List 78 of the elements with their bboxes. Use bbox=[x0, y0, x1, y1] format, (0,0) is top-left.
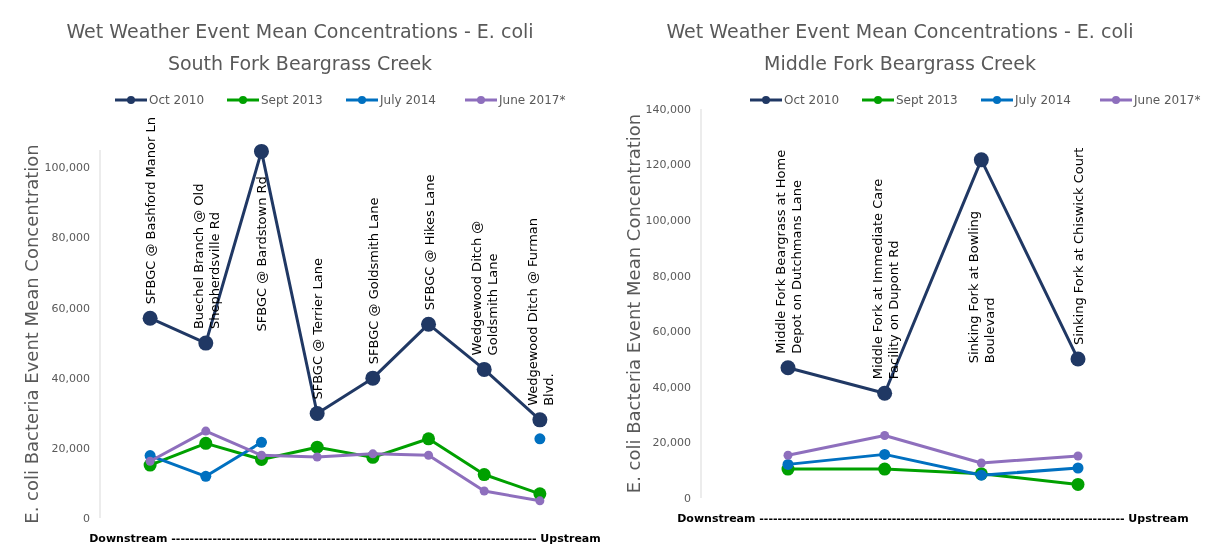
y-tick-label: 20,000 bbox=[51, 441, 90, 455]
point bbox=[198, 335, 214, 351]
point bbox=[422, 432, 436, 446]
chart-title: Wet Weather Event Mean Concentrations - E. coli bbox=[666, 20, 1134, 42]
y-axis-title: E. coli Bacteria Event Mean Concentration bbox=[623, 113, 644, 494]
point bbox=[421, 316, 437, 332]
y-tick-label: 140,000 bbox=[645, 102, 691, 116]
chart-subtitle: South Fork Beargrass Creek bbox=[167, 52, 433, 74]
point bbox=[878, 462, 892, 476]
point bbox=[780, 360, 796, 376]
x-tick-label: Wedgewood Ditch @ Goldsmith Lane bbox=[469, 220, 501, 356]
point bbox=[783, 450, 793, 460]
point bbox=[1073, 451, 1083, 461]
y-tick-label: 100,000 bbox=[645, 213, 691, 227]
y-tick-label: 60,000 bbox=[51, 301, 90, 315]
point bbox=[1070, 351, 1086, 367]
x-tick-label: Wedgewood Ditch @ Furman Blvd. bbox=[524, 217, 556, 406]
point bbox=[1071, 477, 1085, 491]
legend-label: July 2014 bbox=[1014, 93, 1071, 108]
y-tick-label: 80,000 bbox=[51, 231, 90, 245]
legend-label: July 2014 bbox=[379, 93, 436, 108]
point bbox=[973, 152, 989, 168]
point bbox=[879, 448, 891, 460]
point bbox=[253, 143, 269, 159]
point bbox=[312, 452, 322, 462]
x-tick-label: SFBGC @ Terrier Lane bbox=[310, 258, 326, 400]
y-tick-label: 0 bbox=[684, 491, 691, 505]
y-tick-label: 20,000 bbox=[652, 436, 691, 450]
legend-label: June 2017* bbox=[1133, 93, 1201, 108]
x-tick-label: Buechel Branch @ Old Shepherdsville Rd bbox=[190, 183, 222, 330]
legend-label: June 2017* bbox=[498, 93, 566, 108]
point bbox=[142, 310, 158, 326]
point bbox=[1072, 462, 1084, 474]
x-tick-label: Sinking Fork at Bowling Boulevard bbox=[966, 210, 998, 364]
point bbox=[145, 456, 155, 466]
point bbox=[309, 406, 325, 422]
point bbox=[476, 361, 492, 377]
point bbox=[479, 486, 489, 496]
point bbox=[534, 433, 546, 445]
x-tick-label: Middle Fork Beargrass at Home Depot on Dutchmans Lane bbox=[773, 149, 804, 354]
legend-label: Sept 2013 bbox=[261, 93, 323, 108]
y-tick-label: 60,000 bbox=[652, 325, 691, 339]
point bbox=[365, 370, 381, 386]
point bbox=[368, 449, 378, 459]
point bbox=[532, 412, 548, 428]
legend-label: Oct 2010 bbox=[149, 93, 205, 108]
y-tick-label: 0 bbox=[83, 511, 90, 525]
point bbox=[310, 440, 324, 454]
y-tick-label: 40,000 bbox=[51, 371, 90, 385]
point bbox=[199, 436, 213, 450]
chart-subtitle: Middle Fork Beargrass Creek bbox=[764, 52, 1036, 74]
legend-label: Oct 2010 bbox=[784, 93, 840, 108]
point bbox=[201, 426, 211, 436]
chart-title: Wet Weather Event Mean Concentrations - E. coli bbox=[66, 20, 534, 42]
point bbox=[477, 468, 491, 482]
point bbox=[976, 458, 986, 468]
y-tick-label: 80,000 bbox=[652, 269, 691, 283]
y-tick-label: 100,000 bbox=[44, 161, 90, 175]
text: Downstream -------------------------------------------------------------------------------- Upstream bbox=[89, 532, 601, 545]
point bbox=[200, 470, 212, 482]
point bbox=[424, 450, 434, 460]
point bbox=[877, 385, 893, 401]
x-tick-label: SFBGC @ Hikes Lane bbox=[421, 174, 437, 311]
x-tick-label: SFBGC @ Bashford Manor Ln bbox=[143, 117, 159, 305]
x-tick-label: SFBGC @ Goldsmith Lane bbox=[365, 197, 381, 365]
text: Downstream -------------------------------------------------------------------------------- Upstream bbox=[677, 512, 1189, 525]
point bbox=[535, 496, 545, 506]
x-tick-label: SFBGC @ Bardstown Rd bbox=[254, 176, 270, 332]
y-tick-label: 120,000 bbox=[645, 158, 691, 172]
y-tick-label: 40,000 bbox=[652, 380, 691, 394]
point bbox=[782, 458, 794, 470]
x-tick-label: Sinking Fork at Chiswick Court bbox=[1071, 147, 1086, 346]
legend-label: Sept 2013 bbox=[896, 93, 958, 108]
x-tick-label: Middle Fork at Immediate Care Facility on Dupont Rd bbox=[869, 178, 901, 380]
point bbox=[880, 430, 890, 440]
point bbox=[255, 436, 267, 448]
point bbox=[256, 450, 266, 460]
y-axis-title: E. coli Bacteria Event Mean Concentration bbox=[21, 144, 42, 524]
